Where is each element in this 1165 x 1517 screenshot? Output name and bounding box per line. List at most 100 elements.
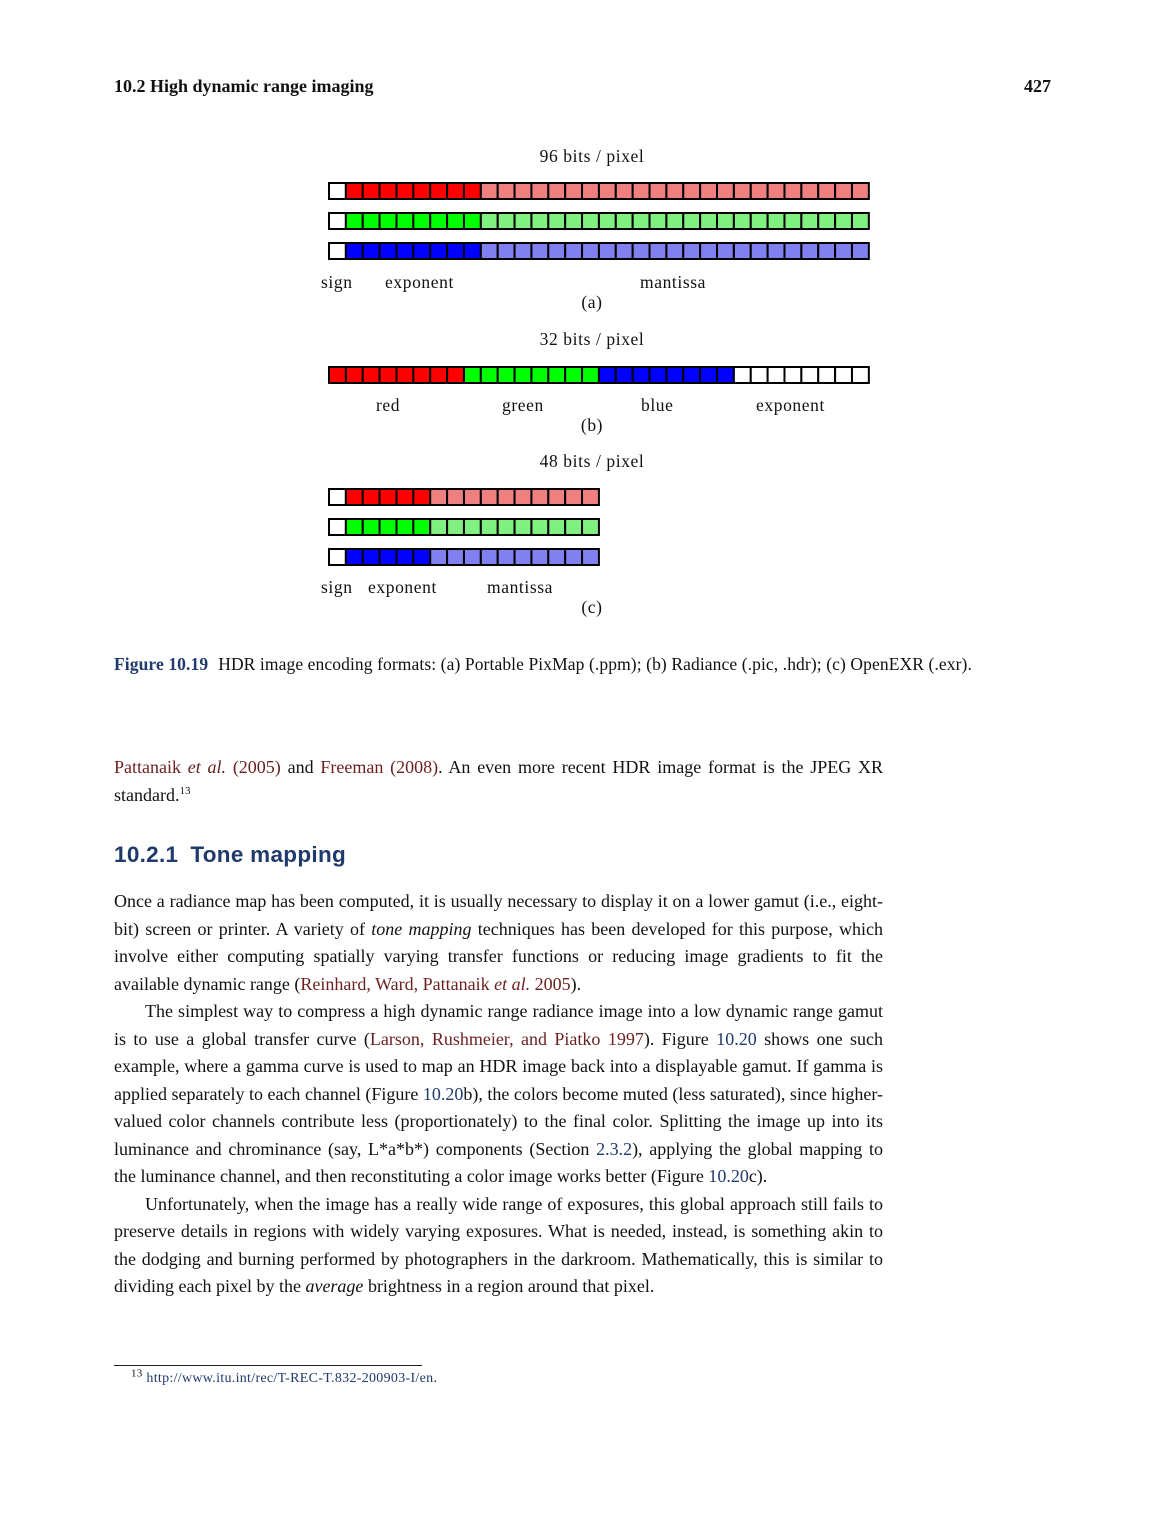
figure-a-row1-mantissa-bit xyxy=(766,212,786,230)
figure-c-row0-mantissa-bit xyxy=(530,488,550,506)
figure-b-blue-bit xyxy=(716,366,735,384)
figure-b-exponent-bit xyxy=(732,366,752,384)
figure-c-row1-exponent-bit xyxy=(361,518,381,536)
footnote-marker[interactable]: 13 xyxy=(179,784,191,797)
figure-a-row0-mantissa-bit xyxy=(783,182,803,200)
intro-paragraph: Pattanaik et al. (2005) and Freeman (200… xyxy=(114,757,884,805)
figure-b-blue-bit xyxy=(665,366,685,384)
figure-a-row2-exponent-bit xyxy=(462,242,482,260)
figure-a-row0-mantissa-bit xyxy=(597,182,617,200)
figure-c-row0-sign-bit xyxy=(328,488,347,506)
figure-c-title: 48 bits / pixel xyxy=(539,451,645,471)
figure-a-row1-mantissa-bit xyxy=(597,212,617,230)
figure-a-row2-mantissa-bit xyxy=(581,242,600,260)
figure-a-row0-mantissa-bit xyxy=(665,182,685,200)
figure-a-row0-exponent-bit xyxy=(446,182,465,200)
figure-b-green-label: green xyxy=(502,395,544,415)
figure-ref-10-20[interactable]: 10.20 xyxy=(716,1028,757,1049)
figure-c-row1-exponent-bit xyxy=(378,518,398,536)
figure-c-row1-mantissa-bit xyxy=(547,518,567,536)
figure-b-green-bit xyxy=(581,366,600,384)
figure-a-row2-exponent-bit xyxy=(429,242,449,260)
citation-larson[interactable]: Larson, Rushmeier, and Piatko 1997 xyxy=(369,1028,644,1049)
figure-a-row2-mantissa-bit xyxy=(665,242,685,260)
figure-a-row2-sign-bit xyxy=(328,242,347,260)
figure-a-row1-mantissa-bit xyxy=(648,212,668,230)
figure-a-row1-exponent-bit xyxy=(378,212,398,230)
figure-a-row1-mantissa-bit xyxy=(665,212,685,230)
figure-c-row2-mantissa-bit xyxy=(530,548,550,566)
figure-c-row1-mantissa-bit xyxy=(564,518,584,536)
citation-pattanaik-year[interactable]: (2005) xyxy=(232,757,281,777)
citation-freeman[interactable]: Freeman xyxy=(320,757,384,777)
figure-c-row2-mantissa-bit xyxy=(479,548,499,566)
figure-c-row2-mantissa-bit xyxy=(564,548,584,566)
citation-freeman-year[interactable]: (2008) xyxy=(390,757,439,777)
figure-c-row1-mantissa-bit xyxy=(446,518,465,536)
figure-a-row1-exponent-bit xyxy=(412,212,432,230)
citation-pattanaik[interactable]: Pattanaik et al. xyxy=(114,757,227,777)
figure-a-row1-mantissa-bit xyxy=(547,212,567,230)
figure-a-row2-mantissa-bit xyxy=(496,242,516,260)
running-head: 10.2 High dynamic range imaging 427 xyxy=(114,76,1051,97)
figure-a-row1-mantissa-bit xyxy=(850,212,870,230)
figure-b-red-bit xyxy=(446,366,465,384)
figure-a-row0-mantissa-bit xyxy=(496,182,516,200)
section-ref-2-3-2[interactable]: 2.3.2 xyxy=(596,1138,633,1159)
figure-a-row2-exponent-bit xyxy=(361,242,381,260)
figure-c-row2-sign-bit xyxy=(328,548,347,566)
footnote-link[interactable]: http://www.itu.int/rec/T-REC-T.832-20090… xyxy=(146,1371,434,1386)
figure-b-blue-bit xyxy=(699,366,719,384)
figure-c-row1-mantissa-bit xyxy=(581,518,600,536)
figure-a-row0-exponent-bit xyxy=(395,182,415,200)
figure-c-row0-exponent-bit xyxy=(378,488,398,506)
figure-a-row1-mantissa-bit xyxy=(749,212,769,230)
figure-a-row1-exponent-bit xyxy=(361,212,381,230)
figure-a-row1-mantissa-bit xyxy=(716,212,735,230)
figure-a-row1-mantissa-bit xyxy=(817,212,837,230)
section-title-header: 10.2 High dynamic range imaging xyxy=(114,76,374,96)
figure-a-row0-mantissa-bit xyxy=(766,182,786,200)
figure-c-sublabel: (c) xyxy=(581,597,603,617)
section-title: Tone mapping xyxy=(190,842,347,867)
figure-a-row0-mantissa-bit xyxy=(732,182,752,200)
figure-b-green-bit xyxy=(547,366,567,384)
figure-a-row1-mantissa-bit xyxy=(496,212,516,230)
figure-a-row2-mantissa-bit xyxy=(648,242,668,260)
figure-a-row2-mantissa-bit xyxy=(800,242,820,260)
figure-a-row0-mantissa-bit xyxy=(716,182,735,200)
figure-b-red-bit xyxy=(378,366,398,384)
figure-a-row1-mantissa-bit xyxy=(631,212,651,230)
footnote-rule xyxy=(114,1365,422,1366)
figure-a-row0-mantissa-bit xyxy=(749,182,769,200)
figure-b-exponent-label: exponent xyxy=(756,395,825,415)
figure-b-blue-bit xyxy=(682,366,702,384)
figure-b-red-bit xyxy=(361,366,381,384)
citation-reinhard[interactable]: Reinhard, Ward, Pattanaik et al. 2005 xyxy=(300,973,571,994)
figure-a-row1-sign-bit xyxy=(328,212,347,230)
figure-b-exponent-bit xyxy=(850,366,870,384)
figure-a-row2-mantissa-bit xyxy=(783,242,803,260)
figure-a-row2-mantissa-bit xyxy=(716,242,735,260)
figure-c-row2-mantissa-bit xyxy=(496,548,516,566)
figure-a-row2-exponent-bit xyxy=(395,242,415,260)
paragraph-3: Unfortunately, when the image has a real… xyxy=(114,1193,883,1297)
figure-c-row1-exponent-bit xyxy=(344,518,364,536)
figure-ref-10-20b[interactable]: 10.20 xyxy=(422,1083,464,1104)
figure-ref-10-20c[interactable]: 10.20 xyxy=(708,1166,749,1186)
figure-b-green-bit xyxy=(530,366,550,384)
figure-a-row1-exponent-bit xyxy=(344,212,364,230)
figure-a-row1-mantissa-bit xyxy=(564,212,584,230)
page-number: 427 xyxy=(1024,76,1051,96)
figure-a-row1-mantissa-bit xyxy=(614,212,634,230)
figure-c-row0-exponent-bit xyxy=(361,488,381,506)
figure-b-red-bit xyxy=(395,366,415,384)
figure-c-row0-exponent-bit xyxy=(412,488,432,506)
figure-a-row1-exponent-bit xyxy=(395,212,415,230)
figure-c-row0-mantissa-bit xyxy=(564,488,584,506)
figure-c-row0-exponent-bit xyxy=(344,488,364,506)
figure-a-row2-mantissa-bit xyxy=(547,242,567,260)
figure-b-red-label: red xyxy=(376,395,401,415)
figure-c-row1-mantissa-bit xyxy=(429,518,449,536)
figure-b-blue-label: blue xyxy=(641,395,674,415)
